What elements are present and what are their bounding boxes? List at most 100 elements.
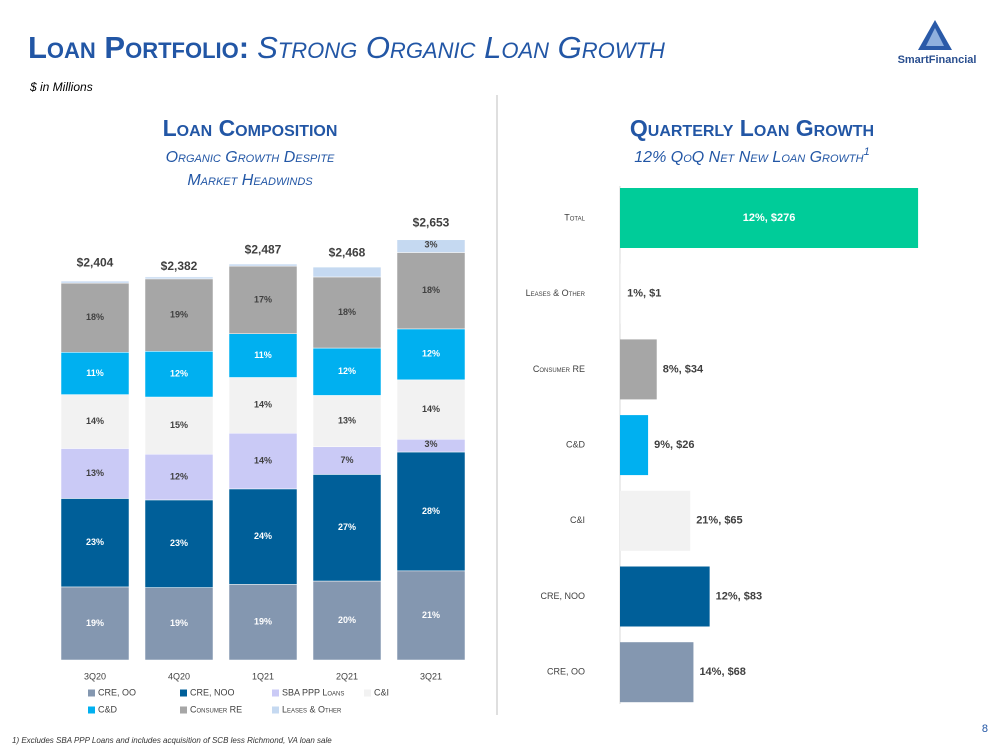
logo: SmartFinancial [898, 20, 976, 66]
data-label: 18% [86, 312, 104, 322]
subtitle-note: 1 [864, 146, 870, 158]
bar [620, 263, 622, 324]
y-tick-label: Total [564, 212, 585, 222]
legend-swatch [272, 689, 279, 697]
data-label: 12%, $276 [743, 212, 796, 224]
data-label: 20% [338, 615, 356, 625]
legend-label: C&D [98, 704, 118, 714]
bar-segment [312, 347, 382, 396]
data-label: 3% [424, 240, 437, 250]
total-label: $2,487 [245, 242, 282, 256]
bar-segment [144, 499, 214, 588]
logo-icon-inner [926, 28, 944, 46]
x-tick-label: 2Q21 [336, 671, 358, 681]
data-label: 18% [338, 307, 356, 317]
data-label: 21% [422, 610, 440, 620]
bar-segment [228, 584, 298, 661]
total-label: $2,404 [77, 256, 114, 270]
bar-segment [396, 252, 466, 330]
slide-title: Loan Portfolio: Strong Organic Loan Growt… [28, 30, 665, 65]
data-label: 11% [86, 368, 104, 378]
bar-segment [228, 488, 298, 585]
bar-segment [312, 266, 382, 278]
y-tick-label: CRE, OO [547, 667, 585, 677]
total-label: $2,382 [161, 259, 198, 273]
bar-segment [144, 587, 214, 661]
legend-swatch [272, 706, 279, 714]
data-label: 19% [170, 309, 188, 319]
data-label: 15% [170, 420, 188, 430]
x-tick-label: 3Q20 [84, 671, 106, 681]
data-label: 8%, $34 [663, 363, 704, 375]
total-label: $2,653 [413, 216, 450, 230]
bar-segment [396, 570, 466, 661]
legend-label: Leases & Other [282, 704, 342, 714]
data-label: 23% [86, 537, 104, 547]
bar-segment [312, 580, 382, 661]
x-tick-label: 4Q20 [168, 671, 190, 681]
bar-segment [144, 278, 214, 352]
data-label: 14% [254, 455, 272, 465]
data-label: 28% [422, 506, 440, 516]
bar-segment [60, 448, 130, 499]
bar-segment [144, 396, 214, 455]
bar-segment [228, 432, 298, 490]
data-label: 14%, $68 [699, 666, 745, 678]
legend-label: C&I [374, 687, 389, 697]
data-label: 12% [170, 369, 188, 379]
subtitle-text: 12% QoQ Net New Loan Growth [634, 149, 863, 166]
data-label: 11% [254, 350, 272, 360]
data-label: 24% [254, 531, 272, 541]
legend-swatch [180, 706, 187, 714]
x-tick-label: 3Q21 [420, 671, 442, 681]
data-label: 12% [338, 366, 356, 376]
footnote: 1) Excludes SBA PPP Loans and includes a… [12, 736, 332, 745]
bar [620, 490, 691, 551]
data-label: 3% [424, 439, 437, 449]
chart-title: Quarterly Loan Growth [630, 115, 874, 141]
bar-segment [312, 276, 382, 349]
data-label: 27% [338, 522, 356, 532]
bar-segment [228, 377, 298, 434]
legend-swatch [88, 706, 95, 714]
data-label: 13% [86, 468, 104, 478]
total-label: $2,468 [329, 245, 366, 259]
bar-segment [312, 474, 382, 582]
bar-segment [60, 586, 130, 661]
data-label: 19% [170, 618, 188, 628]
bar-segment [228, 263, 298, 267]
data-label: 17% [254, 294, 272, 304]
legend-swatch [364, 689, 371, 697]
bar [620, 415, 649, 476]
data-label: 21%, $65 [696, 515, 742, 527]
chart-subtitle: Market Headwinds [187, 172, 313, 189]
legend-label: SBA PPP Loans [282, 687, 344, 697]
bar-segment [396, 451, 466, 572]
data-label: 7% [340, 455, 353, 465]
bar-segment [228, 265, 298, 334]
data-label: 14% [422, 404, 440, 414]
data-label: 19% [254, 617, 272, 627]
bar-segment [396, 328, 466, 381]
page-number: 8 [982, 723, 988, 735]
x-tick-label: 1Q21 [252, 671, 274, 681]
chart-subtitle: Organic Growth Despite [166, 149, 335, 166]
legend-label: CRE, OO [98, 687, 136, 697]
bar-segment [60, 352, 130, 395]
data-label: 14% [254, 400, 272, 410]
title-main: Loan Portfolio: [28, 30, 249, 65]
data-label: 13% [338, 415, 356, 425]
bar [620, 642, 694, 703]
bar [620, 566, 710, 627]
bar-segment [60, 282, 130, 353]
data-label: 12% [422, 349, 440, 359]
bar-segment [312, 395, 382, 448]
data-label: 14% [86, 416, 104, 426]
data-label: 23% [170, 538, 188, 548]
y-tick-label: CRE, NOO [540, 591, 585, 601]
bar-segment [396, 379, 466, 440]
data-label: 12%, $83 [716, 590, 762, 602]
bar-segment [144, 276, 214, 280]
